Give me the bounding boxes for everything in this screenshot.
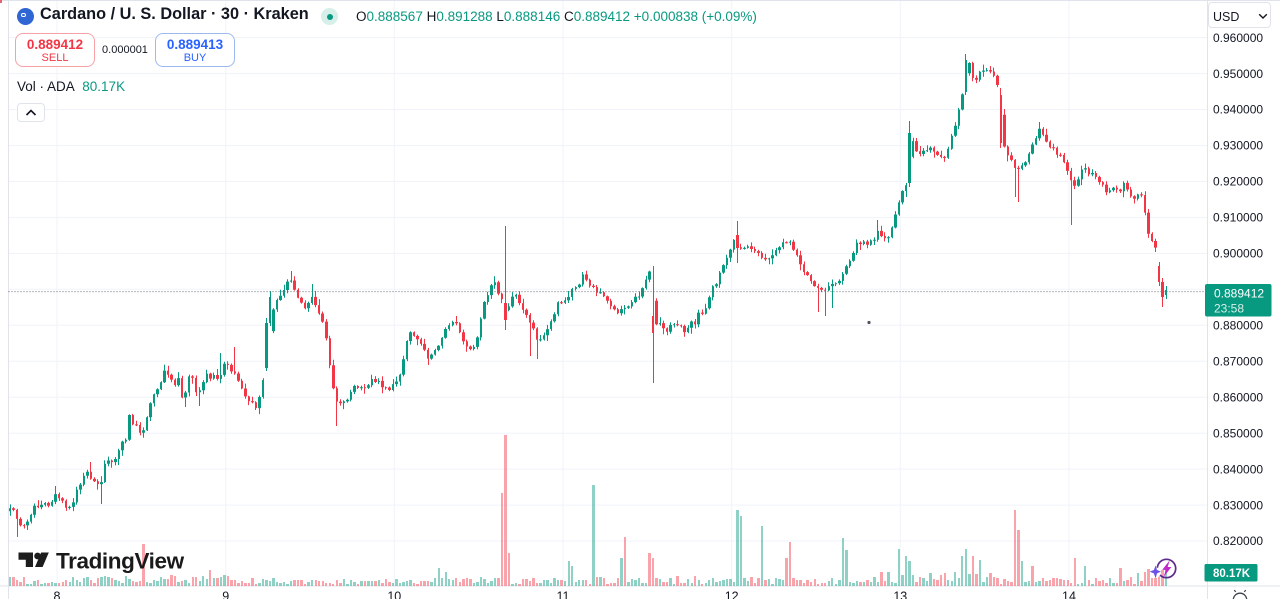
svg-text:0.889412: 0.889412 <box>1214 287 1264 301</box>
svg-text:80.17K: 80.17K <box>1213 568 1251 580</box>
svg-text:0.950000: 0.950000 <box>1213 67 1263 81</box>
svg-text:10: 10 <box>387 590 401 599</box>
svg-text:0.910000: 0.910000 <box>1213 211 1263 225</box>
svg-text:0.840000: 0.840000 <box>1213 462 1263 476</box>
svg-text:0.960000: 0.960000 <box>1213 31 1263 45</box>
svg-text:0.870000: 0.870000 <box>1213 354 1263 368</box>
svg-text:0.850000: 0.850000 <box>1213 426 1263 440</box>
svg-text:0.860000: 0.860000 <box>1213 390 1263 404</box>
svg-text:8: 8 <box>54 590 61 599</box>
svg-text:TradingView: TradingView <box>56 549 185 574</box>
svg-text:0.820000: 0.820000 <box>1213 534 1263 548</box>
svg-text:0.900000: 0.900000 <box>1213 247 1263 261</box>
svg-text:0.880000: 0.880000 <box>1213 319 1263 333</box>
svg-text:0.920000: 0.920000 <box>1213 175 1263 189</box>
svg-text:11: 11 <box>557 590 570 599</box>
svg-text:0.940000: 0.940000 <box>1213 103 1263 117</box>
svg-text:13: 13 <box>893 590 907 599</box>
svg-text:9: 9 <box>222 590 229 599</box>
svg-text:14: 14 <box>1062 590 1076 599</box>
svg-text:12: 12 <box>725 590 739 599</box>
svg-text:0.930000: 0.930000 <box>1213 139 1263 153</box>
svg-text:23:58: 23:58 <box>1214 302 1244 316</box>
svg-text:0.830000: 0.830000 <box>1213 498 1263 512</box>
